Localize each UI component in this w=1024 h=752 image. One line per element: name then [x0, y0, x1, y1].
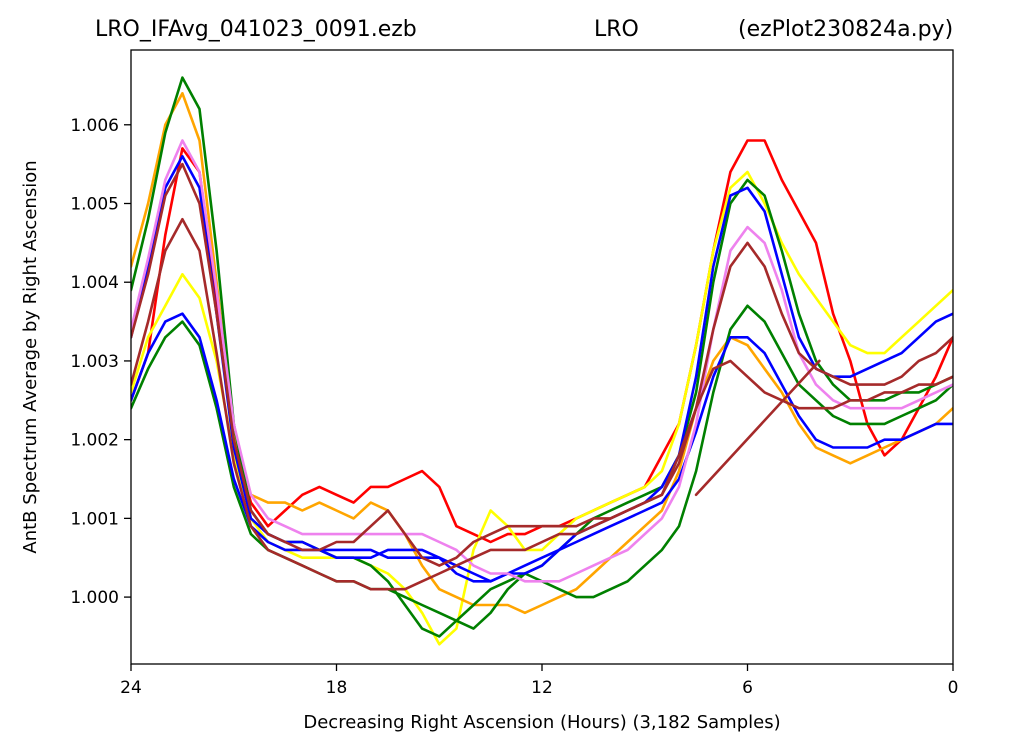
y-tick-label: 1.003: [70, 352, 119, 372]
series-line-10: [131, 217, 953, 591]
y-axis-label: AntB Spectrum Average by Right Ascension: [20, 160, 41, 553]
series-line-9: [131, 162, 953, 567]
series-line-4: [131, 76, 953, 638]
x-tick-label: 24: [120, 678, 142, 698]
title-center: LRO: [594, 17, 639, 42]
series-line-8: [131, 139, 953, 583]
y-tick-label: 1.002: [70, 431, 119, 451]
series-line-3: [131, 92, 953, 615]
series-line-7: [131, 312, 953, 583]
plot-frame: [130, 49, 954, 665]
title-left: LRO_IFAvg_041023_0091.ezb: [95, 17, 417, 42]
y-tick-label: 1.006: [70, 116, 119, 136]
y-tick-label: 1.005: [70, 195, 119, 215]
series-line-11: [694, 359, 821, 497]
series-line-1: [131, 139, 953, 544]
x-tick-label: 18: [326, 678, 348, 698]
y-axis-ticks: 1.000 1.001 1.002 1.003 1.004 1.005 1.006: [70, 116, 131, 608]
chart-titles: LRO_IFAvg_041023_0091.ezb LRO (ezPlot230…: [95, 17, 953, 42]
x-axis-label: Decreasing Right Ascension (Hours) (3,18…: [303, 712, 780, 733]
x-axis-ticks: 24 18 12 6 0: [120, 664, 958, 698]
y-tick-label: 1.001: [70, 509, 119, 529]
title-right: (ezPlot230824a.py): [738, 17, 953, 42]
series-line-6: [131, 155, 953, 583]
series-layer: [131, 76, 953, 646]
y-tick-label: 1.004: [70, 273, 119, 293]
y-tick-label: 1.000: [70, 588, 119, 608]
x-tick-label: 6: [742, 678, 753, 698]
x-tick-label: 12: [531, 678, 553, 698]
x-tick-label: 0: [948, 678, 959, 698]
